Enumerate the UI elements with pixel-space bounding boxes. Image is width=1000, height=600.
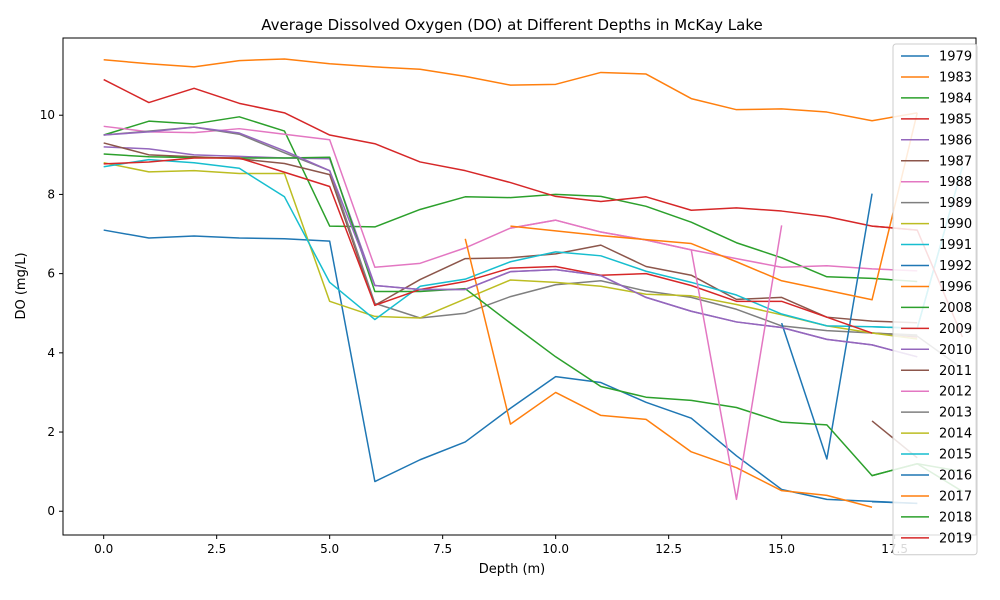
series-line-2008 — [103, 153, 963, 493]
x-tick-label: 2.5 — [207, 542, 226, 556]
legend-label-2016: 2016 — [939, 469, 972, 484]
x-tick-label: 7.5 — [433, 542, 452, 556]
y-tick-label: 4 — [47, 346, 55, 360]
legend: 1979 1983 1984 1985 1986 1987 1988 1989 1990 1991… — [892, 43, 978, 556]
legend-label-1992: 1992 — [939, 259, 972, 274]
series-line-1992 — [780, 193, 873, 460]
y-tick-label: 2 — [47, 425, 55, 439]
legend-label-2014: 2014 — [939, 427, 972, 442]
x-tick-label: 5.0 — [320, 542, 339, 556]
legend-label-1996: 1996 — [939, 280, 972, 295]
x-axis-label: Depth (m) — [479, 562, 546, 577]
legend-label-1987: 1987 — [939, 154, 972, 169]
legend-label-1986: 1986 — [939, 133, 972, 148]
x-tick-label: 15.0 — [768, 542, 795, 556]
chart-title: Average Dissolved Oxygen (DO) at Differe… — [261, 16, 762, 34]
y-tick-label: 8 — [47, 187, 55, 201]
legend-label-2011: 2011 — [939, 364, 972, 379]
legend-label-2018: 2018 — [939, 510, 972, 525]
legend-label-1984: 1984 — [939, 91, 972, 106]
y-tick-label: 10 — [40, 108, 55, 122]
y-axis-label: DO (mg/L) — [14, 252, 29, 319]
y-tick-label: 0 — [47, 504, 55, 518]
legend-label-2019: 2019 — [939, 531, 972, 546]
legend-label-1983: 1983 — [939, 70, 972, 85]
legend-label-2010: 2010 — [939, 343, 972, 358]
legend-label-1991: 1991 — [939, 238, 972, 253]
series-line-1996 — [464, 238, 873, 509]
legend-label-1989: 1989 — [939, 196, 972, 211]
legend-box — [892, 43, 978, 556]
series-line-2009 — [103, 157, 918, 338]
x-axis: 0.02.55.07.510.012.515.017.5 — [94, 535, 908, 556]
legend-label-2017: 2017 — [939, 489, 972, 504]
series-line-1990 — [103, 162, 918, 337]
y-axis: 0 2 4 6 8 10 — [40, 108, 63, 518]
legend-label-2009: 2009 — [939, 322, 972, 337]
series-line-2010 — [103, 126, 918, 358]
y-tick-label: 6 — [47, 267, 55, 281]
x-tick-label: 12.5 — [655, 542, 682, 556]
legend-label-1985: 1985 — [939, 112, 972, 127]
series-line-1987 — [103, 142, 918, 324]
legend-label-1979: 1979 — [939, 50, 972, 65]
legend-label-2013: 2013 — [939, 406, 972, 421]
x-tick-label: 10.0 — [542, 542, 569, 556]
legend-label-2012: 2012 — [939, 385, 972, 400]
series-line-1983 — [103, 58, 918, 122]
x-tick-label: 0.0 — [94, 542, 113, 556]
legend-label-2008: 2008 — [939, 301, 972, 316]
plot-area — [63, 38, 976, 535]
series-line-1991 — [103, 158, 964, 330]
series-line-2017 — [510, 112, 918, 301]
series-line-1989 — [103, 126, 918, 336]
series-line-1979 — [103, 229, 918, 505]
legend-label-1988: 1988 — [939, 175, 972, 190]
legend-label-2015: 2015 — [939, 448, 972, 463]
series-line-1984 — [103, 116, 918, 283]
legend-label-1990: 1990 — [939, 217, 972, 232]
series-line-1985 — [103, 78, 918, 231]
